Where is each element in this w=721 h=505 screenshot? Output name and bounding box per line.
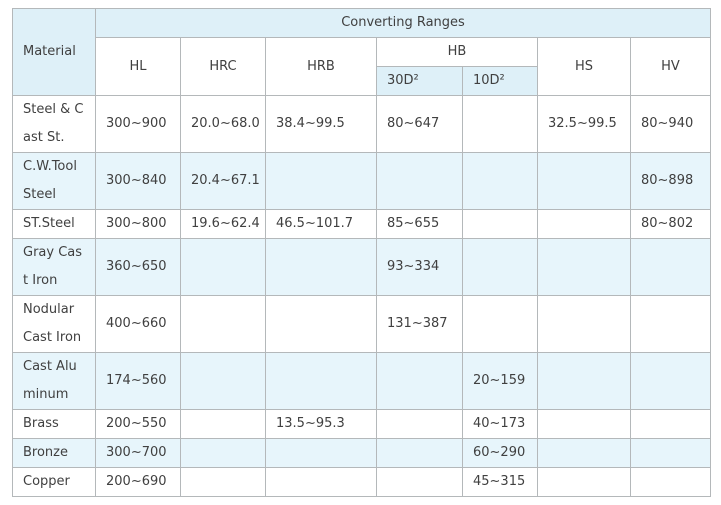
cell-hb-30d2 (376, 438, 463, 468)
table-row: C.W.Tool Steel 300~840 20.4~67.1 80~898 (12, 152, 711, 210)
cell-hs: 32.5~99.5 (537, 95, 631, 153)
header-row-hb-sub: 30D² 10D² (13, 66, 711, 96)
header-converting-ranges: Converting Ranges (95, 8, 711, 38)
cell-hrb (265, 467, 377, 497)
cell-hs (537, 409, 631, 439)
cell-hrc: 20.4~67.1 (180, 152, 266, 210)
table-row: Gray Cast Iron 360~650 93~334 (12, 238, 711, 296)
hardness-conversion-table: Material Converting Ranges HL HRC HRB HB… (12, 8, 711, 497)
table-row: Steel & Cast St. 300~900 20.0~68.0 38.4~… (12, 95, 711, 153)
cell-hb-30d2: 131~387 (376, 295, 463, 353)
cell-hrc (180, 352, 266, 410)
cell-hb-30d2: 93~334 (376, 238, 463, 296)
cell-hl: 300~840 (95, 152, 181, 210)
header-hb: HB (376, 37, 538, 67)
cell-hb-10d2: 20~159 (462, 352, 538, 410)
cell-hv (630, 352, 711, 410)
cell-hrb (265, 238, 377, 296)
cell-hb-30d2 (376, 152, 463, 210)
cell-hb-10d2: 45~315 (462, 467, 538, 497)
cell-hrb: 13.5~95.3 (265, 409, 377, 439)
cell-hb-30d2 (376, 409, 463, 439)
cell-hs (537, 352, 631, 410)
table-header: Material Converting Ranges HL HRC HRB HB… (12, 8, 711, 96)
cell-material: Bronze (12, 438, 96, 468)
header-hv: HV (630, 37, 711, 96)
cell-hl: 360~650 (95, 238, 181, 296)
cell-hb-30d2: 85~655 (376, 209, 463, 239)
cell-hrb (265, 438, 377, 468)
cell-hrc (180, 238, 266, 296)
table-row: Copper 200~690 45~315 (12, 467, 711, 497)
cell-hb-30d2 (376, 467, 463, 497)
cell-material: ST.Steel (12, 209, 96, 239)
cell-hrc (180, 467, 266, 497)
header-hl: HL (95, 37, 181, 96)
cell-material: Cast Aluminum (12, 352, 96, 410)
cell-hb-10d2 (462, 95, 538, 153)
cell-hl: 200~550 (95, 409, 181, 439)
cell-hl: 300~900 (95, 95, 181, 153)
cell-hv (630, 238, 711, 296)
cell-hv: 80~898 (630, 152, 711, 210)
cell-hrc (180, 295, 266, 353)
header-hrc: HRC (180, 37, 266, 96)
cell-hrb: 46.5~101.7 (265, 209, 377, 239)
cell-material: Nodular Cast Iron (12, 295, 96, 353)
cell-hrc (180, 409, 266, 439)
cell-hrb (265, 352, 377, 410)
cell-hv (630, 438, 711, 468)
header-hb-10d2: 10D² (462, 66, 538, 96)
header-material: Material (12, 8, 96, 96)
cell-hb-10d2 (462, 209, 538, 239)
cell-hs (537, 295, 631, 353)
cell-hrc (180, 438, 266, 468)
cell-hb-10d2: 40~173 (462, 409, 538, 439)
cell-hl: 300~800 (95, 209, 181, 239)
cell-hl: 174~560 (95, 352, 181, 410)
table-row: Cast Aluminum 174~560 20~159 (12, 352, 711, 410)
header-hrb: HRB (265, 37, 377, 96)
cell-hrb (265, 152, 377, 210)
cell-hrc: 19.6~62.4 (180, 209, 266, 239)
cell-hb-10d2 (462, 238, 538, 296)
cell-material: C.W.Tool Steel (12, 152, 96, 210)
cell-hs (537, 438, 631, 468)
cell-hb-30d2: 80~647 (376, 95, 463, 153)
cell-hb-10d2 (462, 152, 538, 210)
cell-hl: 300~700 (95, 438, 181, 468)
table-body: Steel & Cast St. 300~900 20.0~68.0 38.4~… (12, 95, 711, 497)
cell-material: Gray Cast Iron (12, 238, 96, 296)
cell-hv: 80~802 (630, 209, 711, 239)
cell-hs (537, 238, 631, 296)
cell-hrc: 20.0~68.0 (180, 95, 266, 153)
cell-material: Brass (12, 409, 96, 439)
cell-material: Steel & Cast St. (12, 95, 96, 153)
header-hb-30d2: 30D² (376, 66, 463, 96)
cell-hs (537, 209, 631, 239)
cell-hs (537, 152, 631, 210)
table-row: Nodular Cast Iron 400~660 131~387 (12, 295, 711, 353)
table-row: Brass 200~550 13.5~95.3 40~173 (12, 409, 711, 439)
cell-hb-30d2 (376, 352, 463, 410)
cell-hrb: 38.4~99.5 (265, 95, 377, 153)
table-row: Bronze 300~700 60~290 (12, 438, 711, 468)
cell-hv: 80~940 (630, 95, 711, 153)
table-row: ST.Steel 300~800 19.6~62.4 46.5~101.7 85… (12, 209, 711, 239)
cell-hb-10d2: 60~290 (462, 438, 538, 468)
cell-hl: 400~660 (95, 295, 181, 353)
cell-material: Copper (12, 467, 96, 497)
cell-hv (630, 295, 711, 353)
header-row-group: Material Converting Ranges (12, 8, 711, 96)
header-hs: HS (537, 37, 631, 96)
cell-hv (630, 467, 711, 497)
header-row-main: HL HRC HRB HB HS HV (13, 37, 711, 96)
cell-hv (630, 409, 711, 439)
cell-hs (537, 467, 631, 497)
cell-hrb (265, 295, 377, 353)
cell-hb-10d2 (462, 295, 538, 353)
cell-hl: 200~690 (95, 467, 181, 497)
